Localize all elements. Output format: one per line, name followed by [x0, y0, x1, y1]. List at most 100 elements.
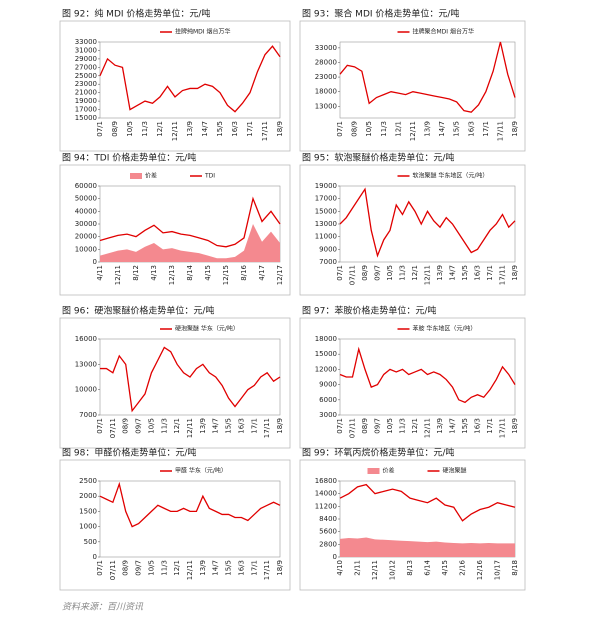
x-tick-label: 18/9: [276, 560, 284, 576]
x-tick-label: 09/7: [135, 418, 143, 434]
footer: 资料来源：百川资讯: [62, 602, 144, 613]
x-tick-label: 8/14: [186, 264, 194, 280]
y-tick-label: 27000: [75, 63, 97, 71]
y-tick-label: 0: [93, 258, 97, 266]
area: [100, 224, 280, 262]
y-tick-label: 19000: [315, 182, 337, 190]
x-tick-label: 18/9: [276, 418, 284, 434]
x-tick-label: 17/11: [499, 265, 507, 285]
x-tick-label: 16/3: [237, 560, 245, 576]
line: [339, 483, 516, 522]
legend-label: 硬泡聚醚: [443, 467, 467, 475]
x-tick-label: 8/18: [511, 560, 519, 576]
y-tick-label: 33000: [315, 44, 337, 52]
x-tick-label: 10/5: [386, 418, 394, 434]
y-tick-label: 25000: [75, 72, 97, 80]
x-tick-label: 13/9: [436, 265, 444, 281]
y-tick-label: 1000: [79, 523, 97, 531]
chart-title: 图 98：甲醛价格走势单位：元/吨: [62, 447, 196, 459]
legend-label: TDI: [204, 173, 215, 180]
x-tick-label: 08/9: [361, 418, 369, 434]
x-tick-label: 17/11: [499, 418, 507, 438]
y-tick-label: 12000: [315, 365, 337, 373]
y-tick-label: 21000: [75, 89, 97, 97]
x-tick-label: 12/11: [186, 560, 194, 580]
x-tick-label: 08/9: [361, 265, 369, 281]
x-tick-label: 13/9: [424, 121, 432, 137]
x-tick-label: 14/7: [438, 121, 446, 137]
plot-border: [99, 480, 281, 558]
x-tick-label: 07/1: [336, 418, 344, 434]
x-tick-label: 12/1: [173, 418, 181, 434]
x-tick-label: 12/11: [114, 265, 122, 285]
y-tick-label: 7000: [79, 411, 97, 419]
x-tick-label: 07/1: [96, 560, 104, 576]
x-tick-label: 15/5: [225, 560, 233, 576]
y-tick-label: 18000: [315, 335, 337, 343]
x-tick-label: 12/16: [476, 559, 484, 580]
x-tick-label: 17/1: [246, 121, 254, 137]
x-tick-label: 13/9: [436, 418, 444, 434]
line: [339, 346, 516, 404]
chart-frame: [299, 317, 526, 449]
x-tick-label: 15/5: [461, 418, 469, 434]
x-tick-label: 09/7: [374, 418, 382, 434]
chart-frame: [59, 20, 291, 152]
x-tick-label: 18/9: [511, 121, 519, 137]
chart-title: 图 97：苯胺价格走势单位：元/吨: [302, 305, 436, 317]
x-tick-label: 8/16: [240, 264, 248, 280]
x-tick-label: 18/9: [276, 121, 284, 137]
y-tick-label: 0: [333, 553, 337, 561]
y-tick-label: 500: [84, 538, 97, 546]
x-tick-label: 16/3: [231, 121, 239, 137]
x-tick-label: 4/11: [96, 265, 104, 281]
x-tick-label: 4/15: [204, 265, 212, 281]
x-tick-label: 4/15: [441, 560, 449, 576]
x-tick-label: 16/3: [467, 121, 475, 137]
legend-swatch: [130, 173, 142, 179]
y-tick-label: 2500: [79, 477, 97, 485]
x-tick-label: 11/3: [160, 560, 168, 576]
x-tick-label: 12/13: [168, 265, 176, 285]
y-tick-label: 16800: [315, 477, 337, 485]
y-tick-label: 2000: [79, 492, 97, 500]
x-tick-label: 17/1: [486, 418, 494, 434]
x-tick-label: 18/9: [511, 265, 519, 281]
y-tick-label: 17000: [315, 195, 337, 203]
plot-border: [339, 338, 516, 416]
legend-label: 价差: [145, 172, 157, 180]
y-tick-label: 15000: [315, 207, 337, 215]
x-tick-label: 12/1: [394, 121, 402, 137]
chart-title: 图 96：硬泡聚醚价格走势单位：元/吨: [62, 305, 214, 317]
x-tick-label: 10/5: [147, 418, 155, 434]
x-tick-label: 12/11: [409, 121, 417, 141]
y-tick-label: 16000: [75, 335, 97, 343]
line: [100, 346, 281, 413]
x-tick-label: 17/11: [261, 121, 269, 141]
line: [99, 45, 281, 113]
x-tick-label: 13/9: [199, 560, 207, 576]
x-tick-label: 11/3: [399, 265, 407, 281]
y-tick-label: 11000: [315, 233, 337, 241]
x-tick-label: 2/16: [459, 559, 467, 575]
x-tick-label: 12/11: [371, 560, 379, 580]
x-tick-label: 12/1: [411, 265, 419, 281]
y-tick-label: 0: [93, 553, 97, 561]
y-tick-label: 7000: [319, 258, 337, 266]
x-tick-label: 11/3: [160, 418, 168, 434]
x-tick-label: 10/5: [147, 560, 155, 576]
legend-label: 硬泡聚醚 华东（元/吨）: [175, 325, 239, 333]
x-tick-label: 4/17: [258, 265, 266, 281]
x-tick-label: 16/3: [474, 418, 482, 434]
x-tick-label: 14/7: [212, 560, 220, 576]
chart-title: 图 92：纯 MDI 价格走势单位：元/吨: [62, 8, 210, 20]
y-tick-label: 3000: [319, 411, 337, 419]
x-tick-label: 08/9: [111, 121, 119, 137]
chart-title: 图 99：环氧丙烷价格走势单位：元/吨: [302, 447, 454, 459]
x-tick-label: 10/5: [386, 265, 394, 281]
legend-label: 价差: [383, 467, 395, 475]
x-tick-label: 07/1: [336, 265, 344, 281]
legend-label: 软泡聚醚 华东地区（元/吨）: [413, 172, 489, 180]
chart-frame: [299, 164, 526, 296]
